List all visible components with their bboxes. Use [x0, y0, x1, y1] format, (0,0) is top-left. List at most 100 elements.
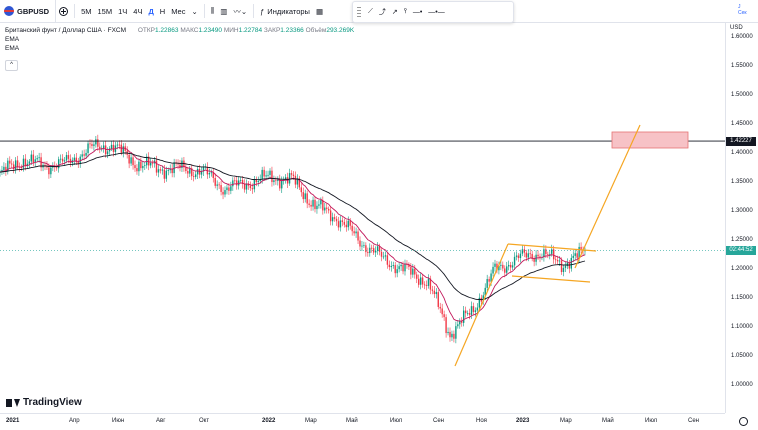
candle-body	[14, 160, 17, 170]
interval-month[interactable]: Мес	[171, 6, 186, 16]
candle-body	[414, 268, 416, 275]
candle-body	[376, 246, 379, 251]
time-tick-label: 2021	[6, 418, 20, 424]
price-tick-label: 1.35000	[731, 179, 753, 185]
legend-collapse-button[interactable]: ^	[5, 60, 18, 71]
interval-week[interactable]: Н	[159, 6, 166, 16]
time-tick-label: 2023	[516, 418, 530, 424]
candle-body	[527, 253, 529, 258]
symbol-search[interactable]: GBPUSD	[0, 0, 57, 22]
candle-body	[455, 326, 457, 339]
candle-body	[118, 144, 121, 146]
settings-gear-icon[interactable]	[739, 417, 748, 426]
close-label: ЗАКР	[263, 27, 281, 34]
chart-legend: Британский фунт / Доллар США · FXCM ОТКР…	[5, 26, 354, 53]
extended-line-tool[interactable]: ↗	[389, 1, 401, 23]
templates-button[interactable]: ▦	[313, 0, 326, 22]
interval-4h[interactable]: 4Ч	[133, 6, 143, 16]
interval-1h[interactable]: 1Ч	[118, 6, 128, 16]
time-tick-label: Сен	[688, 418, 699, 424]
bar-type-button[interactable]: ▥	[217, 0, 230, 22]
tradingview-logo[interactable]: TradingView	[6, 397, 82, 408]
interval-15m[interactable]: 15М	[97, 6, 113, 16]
candle-body	[316, 205, 318, 210]
drawn-trend-line[interactable]	[574, 124, 641, 269]
candle-body	[114, 145, 117, 152]
corner-links[interactable]: J Сек	[738, 4, 747, 16]
time-tick-label: Июл	[645, 418, 658, 424]
candle-body	[40, 157, 42, 168]
candle-body	[7, 160, 9, 172]
candle-body	[138, 161, 140, 172]
drawn-trend-line[interactable]	[454, 243, 509, 367]
corner-link-2[interactable]: Сек	[738, 10, 747, 16]
line-type-button[interactable]: 〰⌄	[230, 0, 250, 22]
legend-ohlc: ОТКР1.22863 МАКС1.23490 МИН1.22784 ЗАКР1…	[138, 27, 354, 34]
interval-dropdown-icon[interactable]: ⌄	[191, 6, 198, 16]
drag-handle-icon[interactable]	[357, 7, 361, 17]
time-tick-label: Июл	[390, 418, 403, 424]
candle-body	[61, 158, 64, 162]
drawn-trend-line[interactable]	[511, 275, 591, 283]
candle-body	[447, 331, 449, 334]
interval-day[interactable]: Д	[148, 6, 154, 16]
currency-label[interactable]: USD	[730, 25, 743, 31]
time-axis[interactable]: 2021 Апр Июн Авг Окт 2022 Мар Май Июл Сен Ноя 2023 М…	[0, 413, 725, 430]
candle-body	[132, 157, 134, 166]
divider	[74, 4, 76, 18]
vertical-line-tool[interactable]: ⫯	[401, 1, 410, 23]
candle-body	[54, 166, 56, 168]
chart-type-button[interactable]: ⫼	[208, 0, 217, 22]
candle-body	[302, 192, 304, 200]
candle-body	[149, 162, 152, 166]
divider	[203, 4, 205, 18]
compare-button[interactable]	[56, 0, 71, 22]
candle-body	[296, 178, 299, 185]
candle-body	[304, 193, 306, 200]
candle-body	[65, 155, 68, 161]
candle-body	[312, 199, 314, 207]
time-tick-label: Сен	[433, 418, 444, 424]
target-zone-rectangle[interactable]	[611, 131, 689, 149]
time-tick-label: Май	[346, 418, 358, 424]
legend-ema-slow[interactable]: EMA	[5, 45, 20, 52]
candle-body	[147, 156, 150, 166]
drawn-trend-line[interactable]	[507, 243, 597, 252]
trend-line-tool[interactable]: ⟋	[365, 1, 376, 23]
candle-body	[281, 181, 283, 189]
candle-body	[75, 157, 78, 163]
interval-5m[interactable]: 5М	[81, 6, 92, 16]
horizontal-ray-tool[interactable]: —•—	[425, 1, 447, 23]
candle-body	[93, 144, 95, 146]
price-tick-label: 1.60000	[731, 34, 753, 40]
corner-link-1[interactable]: J	[738, 4, 741, 10]
candle-body	[183, 160, 185, 168]
candle-body	[110, 144, 113, 149]
candle-body	[421, 277, 424, 285]
candle-body	[177, 163, 179, 165]
candle-body	[163, 169, 166, 179]
legend-ema-fast[interactable]: EMA	[5, 36, 20, 43]
horizontal-line-tool[interactable]: —•	[410, 1, 425, 23]
candle-body	[511, 265, 514, 268]
candle-body	[396, 269, 398, 274]
indicators-button[interactable]: ƒ Индикаторы	[257, 0, 313, 22]
candle-body	[470, 306, 473, 315]
candle-body	[433, 290, 436, 295]
candle-body	[50, 167, 52, 175]
candle-body	[85, 152, 87, 156]
tradingview-logo-icon	[6, 398, 20, 407]
horizontal-ray-icon: —•—	[428, 8, 445, 16]
candle-body	[126, 150, 128, 155]
candle-body	[343, 221, 346, 225]
candle-body	[425, 285, 428, 286]
candle-body	[492, 266, 494, 274]
candle-body	[237, 180, 240, 186]
candle-body	[108, 148, 111, 152]
candle-body	[171, 168, 173, 174]
ray-tool[interactable]: ⤴	[376, 1, 389, 23]
candle-body	[140, 161, 142, 169]
price-tick-label: 1.40000	[731, 150, 753, 156]
candle-body	[361, 245, 363, 247]
